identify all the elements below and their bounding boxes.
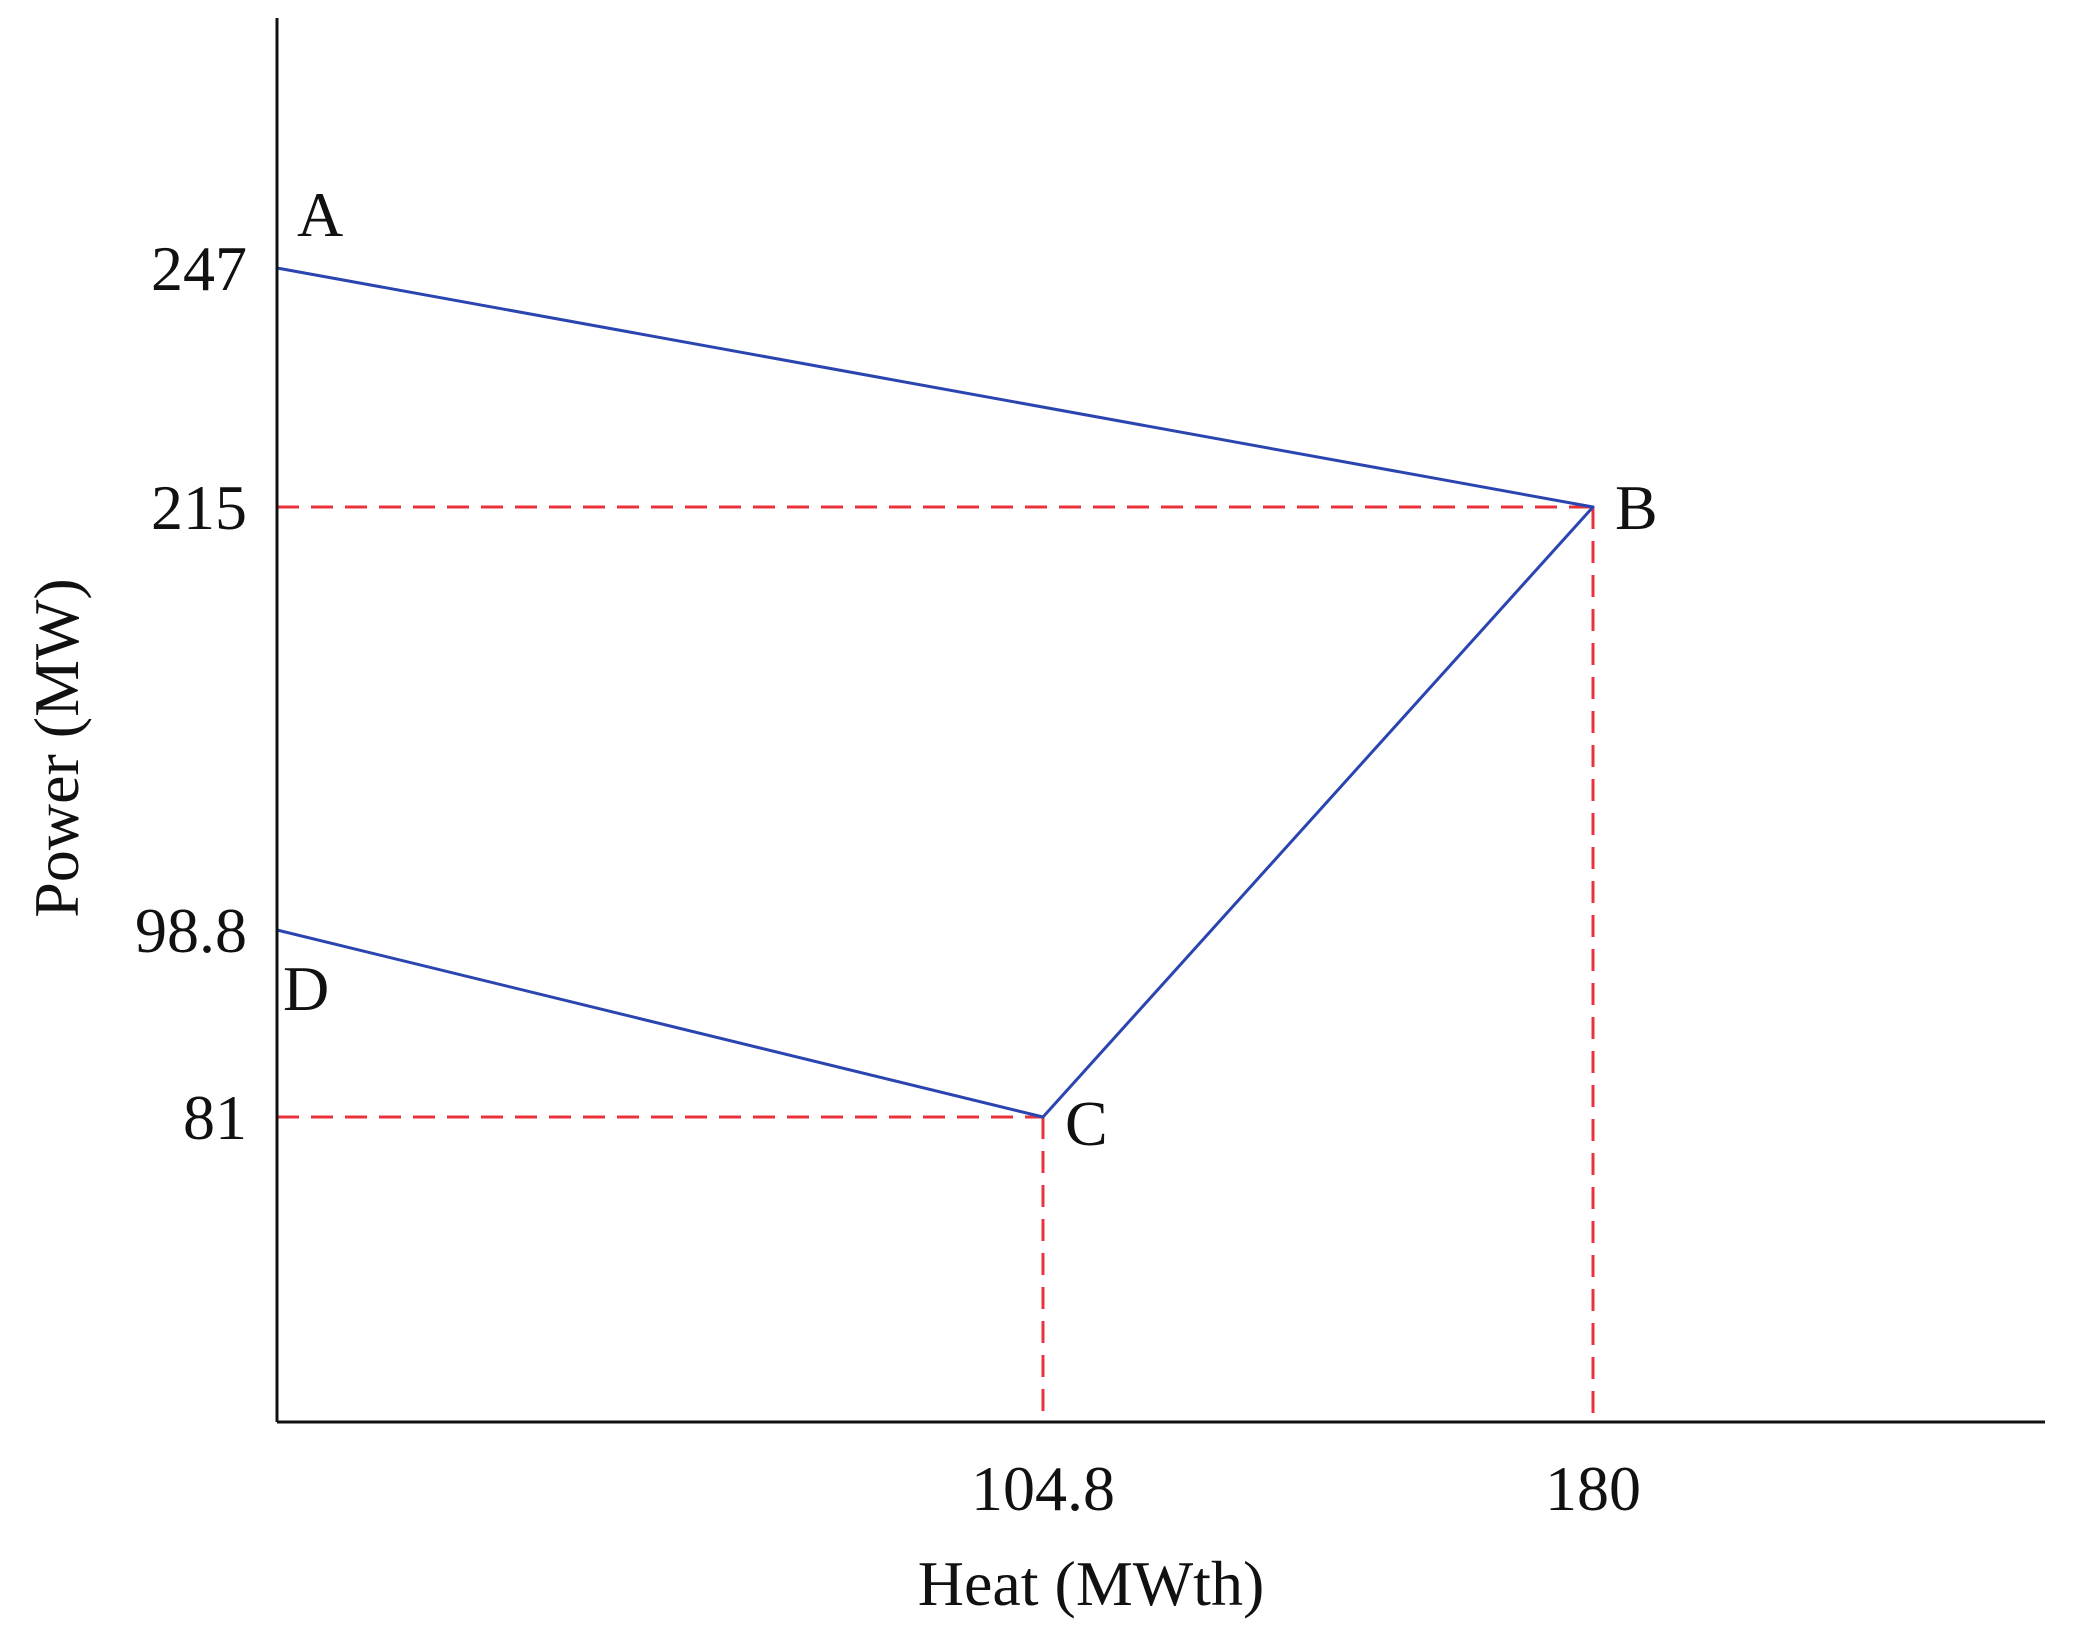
reference-lines — [277, 505, 1595, 1422]
y-tick-label: 247 — [151, 233, 247, 304]
tick-labels: 247 215 98.8 81 104.8 180 — [135, 233, 1641, 1524]
boundary-segment-cd — [275, 928, 1045, 1119]
boundary-segment-bc — [1041, 505, 1595, 1119]
point-label-a: A — [297, 179, 343, 250]
y-tick-label: 215 — [151, 472, 247, 543]
y-tick-label: 81 — [183, 1082, 247, 1153]
point-label-c: C — [1065, 1088, 1108, 1159]
axes — [275, 18, 2045, 1424]
point-labels: A B C D — [283, 179, 1658, 1159]
x-tick-label: 180 — [1545, 1453, 1641, 1524]
x-axis-title: Heat (MWth) — [918, 1548, 1265, 1619]
y-tick-label: 98.8 — [135, 895, 247, 966]
point-label-b: B — [1615, 472, 1658, 543]
point-label-d: D — [283, 953, 329, 1024]
boundary-series — [275, 266, 1595, 1119]
x-tick-label: 104.8 — [971, 1453, 1115, 1524]
y-axis-title: Power (MW) — [21, 578, 92, 917]
boundary-segment-ab — [275, 266, 1595, 509]
